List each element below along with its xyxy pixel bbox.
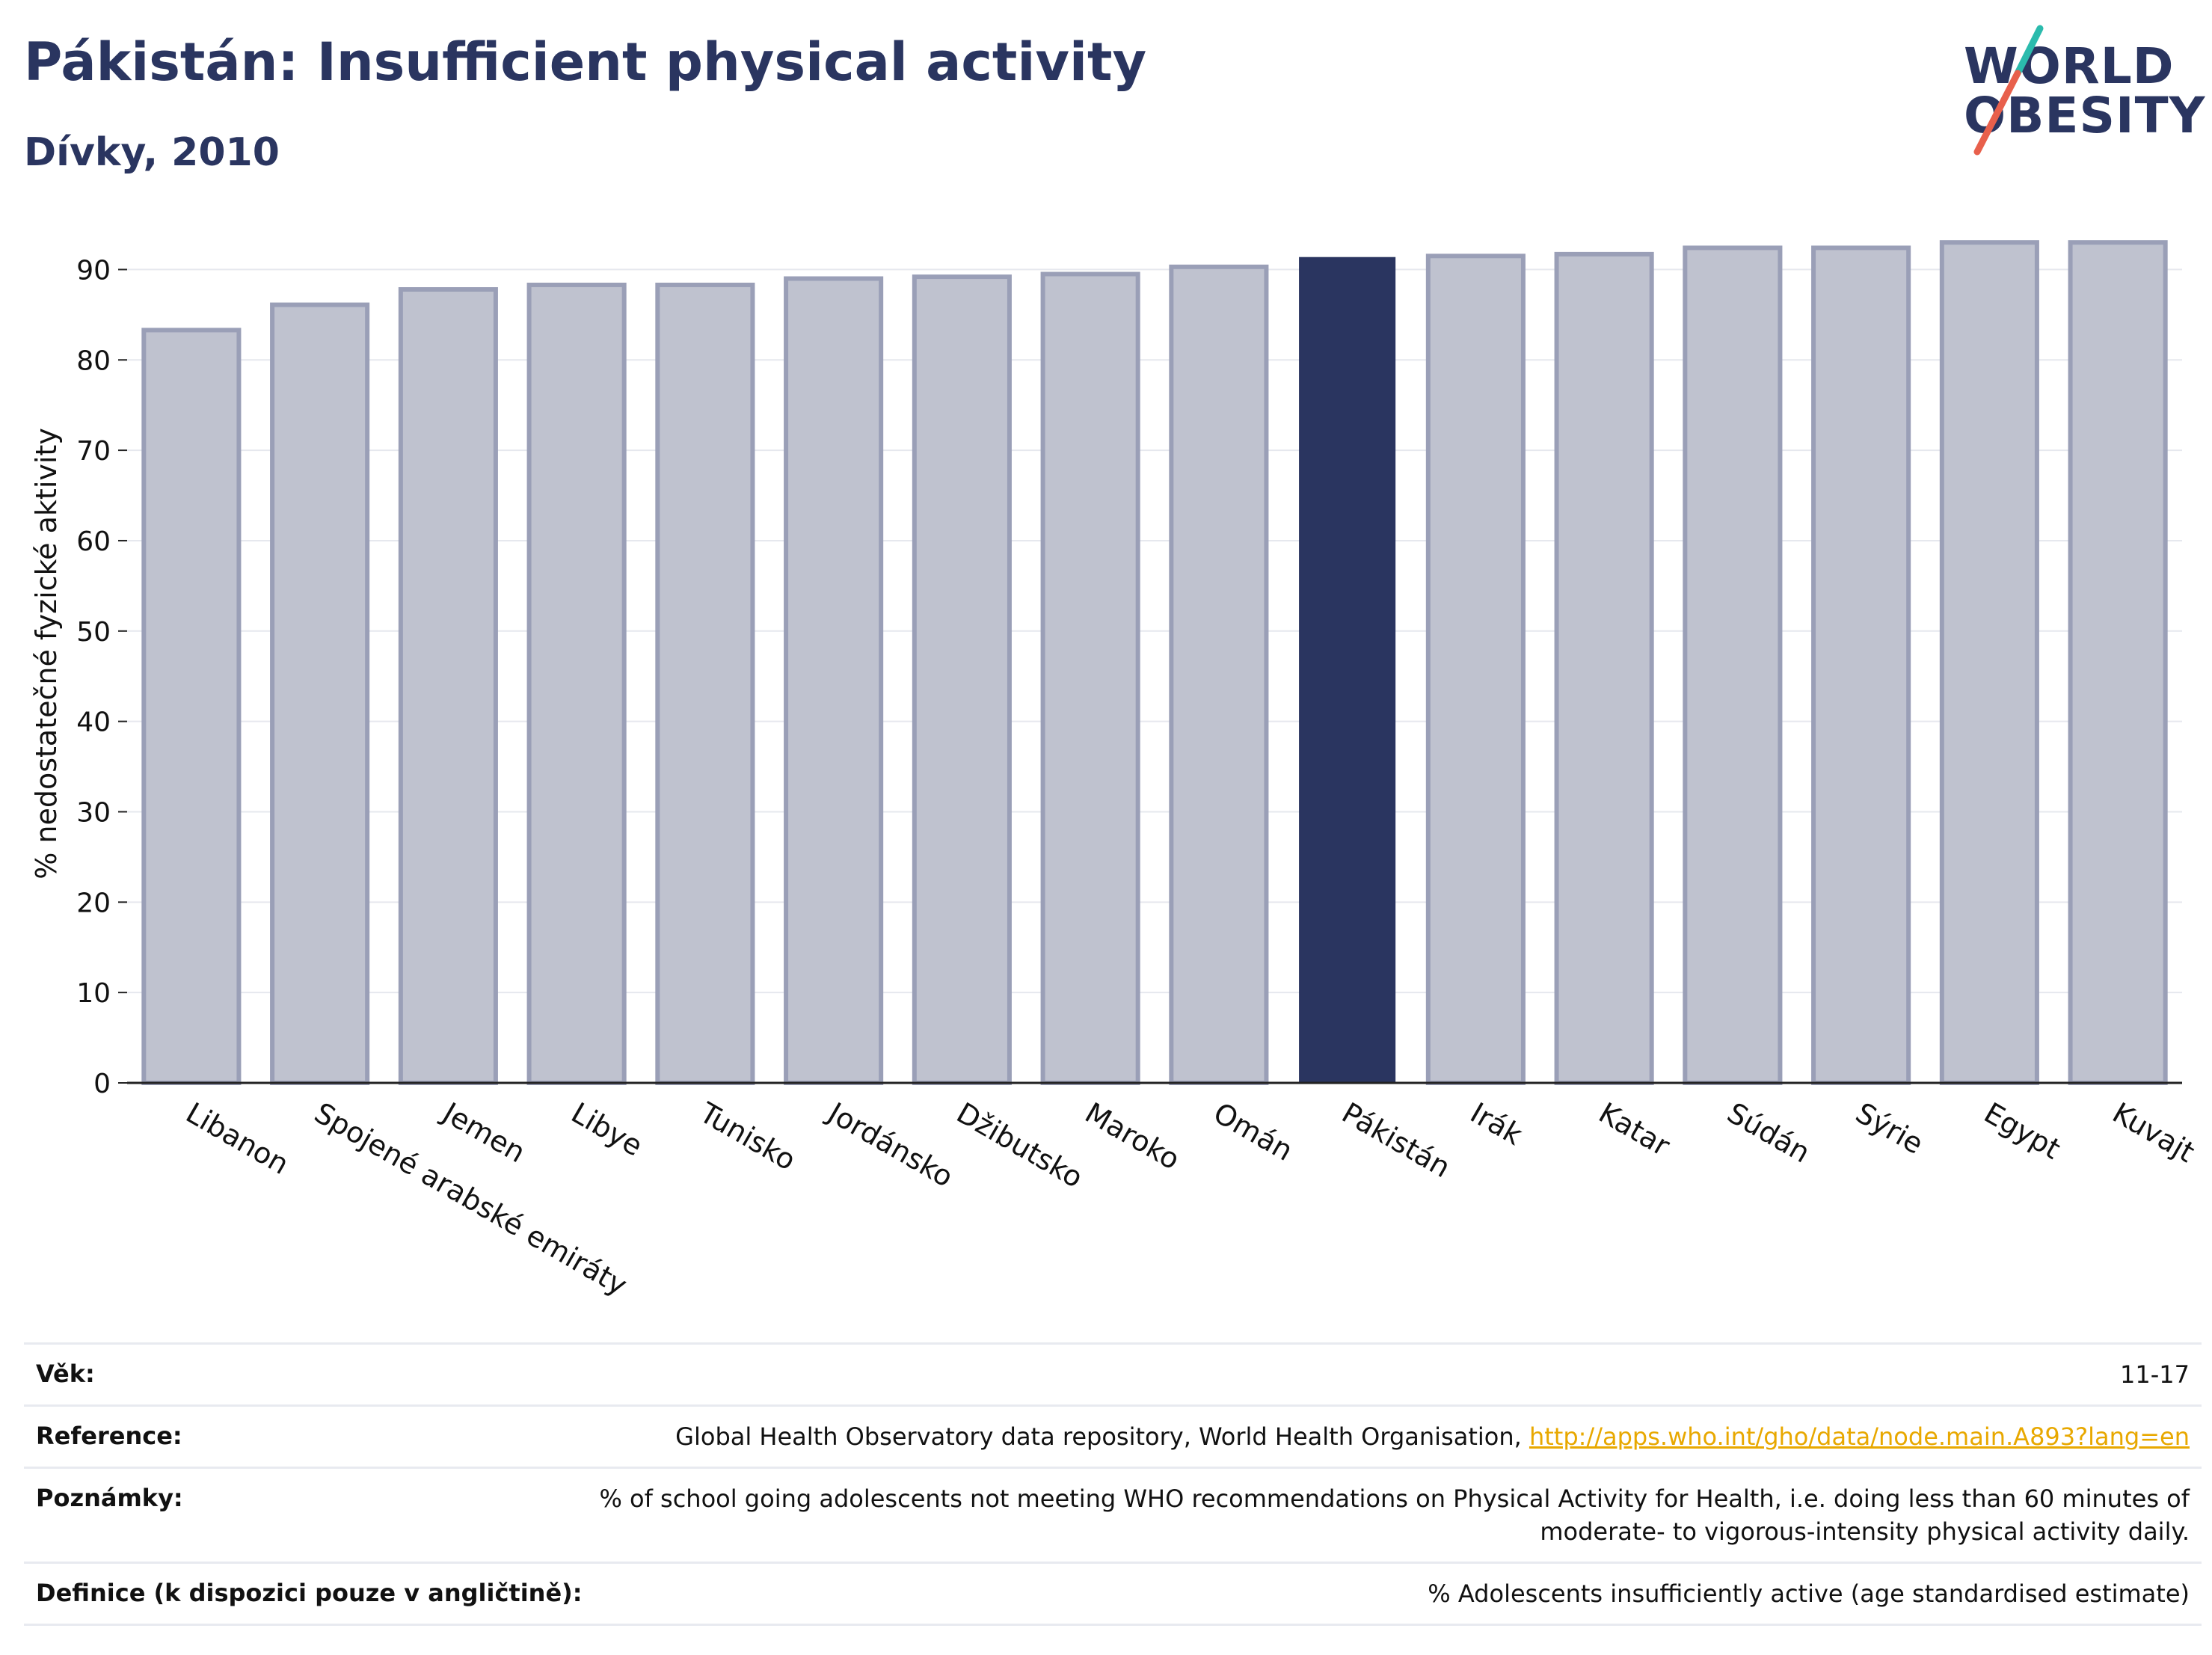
chart-bars xyxy=(141,240,2168,1086)
y-axis: 0 10 20 30 40 50 60 70 80 90 xyxy=(76,255,2182,1099)
notes-line-1: % of school going adolescents not meetin… xyxy=(599,1484,2190,1513)
age-label: Věk: xyxy=(36,1360,95,1388)
bar-10 xyxy=(1299,257,1396,1084)
bar-9 xyxy=(1169,264,1269,1086)
x-tick-label: Omán xyxy=(1208,1096,1298,1167)
x-tick-label: Tunisko xyxy=(694,1096,802,1177)
bar-15 xyxy=(1939,240,2039,1085)
bar-1 xyxy=(141,328,242,1086)
y-tick-label: 60 xyxy=(76,526,111,557)
x-tick-label: Súdán xyxy=(1721,1096,1816,1170)
age-value: 11-17 xyxy=(2120,1360,2190,1389)
x-tick-label: Jordánsko xyxy=(821,1096,959,1194)
page-title: Pákistán: Insufficient physical activity xyxy=(24,31,1147,93)
x-tick-label: Džibutsko xyxy=(951,1096,1089,1194)
bar-4 xyxy=(526,282,627,1085)
y-tick-label: 10 xyxy=(76,978,111,1009)
y-tick-label: 50 xyxy=(76,617,111,648)
y-tick-label: 80 xyxy=(76,346,111,376)
y-tick-label: 30 xyxy=(76,797,111,828)
page-subtitle: Dívky, 2010 xyxy=(24,130,280,175)
bar-5 xyxy=(655,282,755,1085)
x-tick-label: Maroko xyxy=(1080,1096,1186,1176)
y-axis-label: % nedostatečné fyzické aktivity xyxy=(30,428,63,879)
bar-12 xyxy=(1554,251,1654,1085)
reference-text: Global Health Observatory data repositor… xyxy=(675,1422,1529,1451)
y-tick-label: 20 xyxy=(76,888,111,918)
notes-line-2: moderate- to vigorous-intensity physical… xyxy=(1540,1517,2190,1546)
bar-7 xyxy=(912,274,1012,1086)
notes-label: Poznámky: xyxy=(36,1484,183,1512)
bar-8 xyxy=(1040,271,1140,1086)
info-row-notes: Poznámky: % of school going adolescents … xyxy=(24,1467,2202,1562)
x-tick-label: Sýrie xyxy=(1850,1096,1929,1161)
bar-6 xyxy=(784,276,884,1086)
logo-line-1: WORLD xyxy=(1964,37,2175,95)
y-tick-label: 40 xyxy=(76,707,111,738)
x-tick-label: Pákistán xyxy=(1336,1096,1456,1185)
y-tick-label: 0 xyxy=(93,1069,111,1099)
bar-3 xyxy=(398,287,498,1085)
x-tick-label: Kuvajt xyxy=(2107,1096,2200,1169)
x-tick-label: Libanon xyxy=(180,1096,294,1181)
info-table: Věk: 11-17 Reference: Global Health Obse… xyxy=(24,1342,2202,1626)
y-tick-label: 90 xyxy=(76,255,111,286)
info-row-age: Věk: 11-17 xyxy=(24,1342,2202,1404)
bar-16 xyxy=(2068,240,2168,1085)
reference-value: Global Health Observatory data repositor… xyxy=(675,1420,2190,1453)
x-tick-label: Libye xyxy=(566,1096,648,1163)
world-obesity-logo: WORLD OBESITY xyxy=(1952,21,2206,171)
reference-link[interactable]: http://apps.who.int/gho/data/node.main.A… xyxy=(1529,1422,2190,1451)
y-tick-label: 70 xyxy=(76,436,111,467)
reference-label: Reference: xyxy=(36,1422,182,1450)
x-tick-label: Jemen xyxy=(436,1096,531,1170)
info-row-definition: Definice (k dispozici pouze v angličtině… xyxy=(24,1562,2202,1626)
bar-2 xyxy=(270,302,370,1086)
notes-value: % of school going adolescents not meetin… xyxy=(599,1482,2190,1548)
bar-11 xyxy=(1425,254,1526,1086)
definition-label: Definice (k dispozici pouze v angličtině… xyxy=(36,1579,583,1607)
x-tick-label: Irák xyxy=(1465,1096,1528,1152)
x-tick-label: Katar xyxy=(1594,1096,1676,1163)
definition-value: % Adolescents insufficiently active (age… xyxy=(1428,1579,2190,1608)
logo-slash-icon xyxy=(1973,25,2044,156)
x-tick-label: Egypt xyxy=(1979,1096,2066,1166)
info-row-reference: Reference: Global Health Observatory dat… xyxy=(24,1404,2202,1467)
bar-14 xyxy=(1811,245,1911,1085)
bar-13 xyxy=(1683,245,1783,1085)
